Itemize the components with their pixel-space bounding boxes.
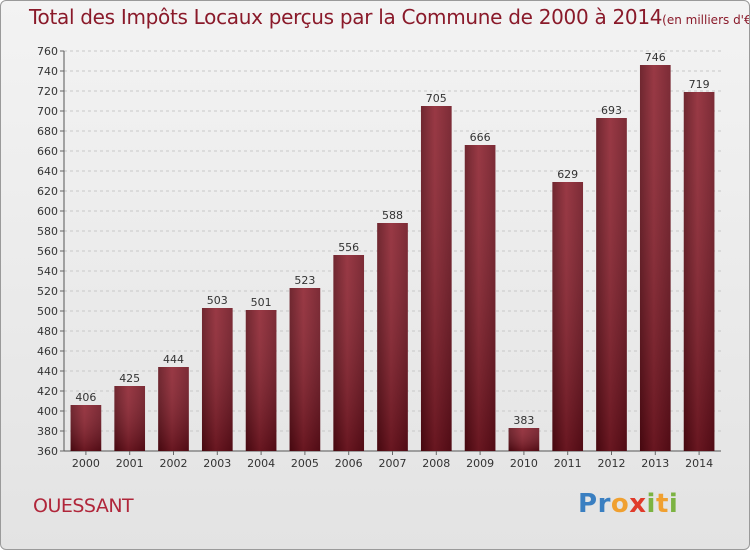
bar-shade: [552, 182, 584, 451]
bar-shade: [596, 118, 627, 451]
bar-shade: [158, 367, 189, 451]
logo-letter: r: [597, 489, 611, 519]
data-labels-layer: 406 425 444 503 501 523 556 588 705 666 383 629 693 7…: [75, 51, 709, 427]
bar-shade: [333, 255, 365, 451]
logo-letter: o: [610, 489, 630, 519]
x-tick-label: 2004: [247, 457, 275, 470]
proxiti-logo: Proxiti: [578, 489, 678, 519]
x-tick-label: 2005: [291, 457, 319, 470]
x-tick-label: 2001: [116, 457, 144, 470]
x-tick-label: 2013: [641, 457, 669, 470]
data-label: 666: [470, 131, 491, 144]
x-tick-label: 2012: [598, 457, 626, 470]
bar-shade: [114, 386, 146, 451]
bars-layer: [70, 65, 715, 451]
x-tick-label: 2003: [203, 457, 231, 470]
y-tick-label: 720: [37, 85, 58, 98]
y-tick-label: 700: [37, 105, 58, 118]
y-tick-label: 560: [37, 245, 58, 258]
y-tick-label: 360: [37, 445, 58, 458]
y-tick-label: 380: [37, 425, 58, 438]
data-label: 588: [382, 209, 403, 222]
y-tick-label: 540: [37, 265, 58, 278]
logo-letter: i: [646, 489, 656, 519]
chart-title-text: Total des Impôts Locaux perçus par la Co…: [29, 5, 663, 29]
x-tick-label: 2010: [510, 457, 538, 470]
y-axis-ticks: 360 380 400 420 440 460 480 500 520 540 560 580 600 6…: [37, 45, 64, 458]
bar-shade: [683, 92, 715, 451]
y-tick-label: 400: [37, 405, 58, 418]
data-label: 406: [75, 391, 96, 404]
y-tick-label: 500: [37, 305, 58, 318]
x-axis-ticks: 2000 2001 2002 2003 2004 2005 2006 2007 2008 2009…: [72, 451, 713, 470]
data-label: 444: [163, 353, 184, 366]
bar-shade: [289, 288, 321, 451]
y-tick-label: 640: [37, 165, 58, 178]
x-tick-label: 2008: [422, 457, 450, 470]
data-label: 746: [645, 51, 666, 64]
y-tick-label: 520: [37, 285, 58, 298]
chart-title-unit: (en milliers d'€): [662, 13, 750, 27]
y-tick-label: 440: [37, 365, 58, 378]
data-label: 719: [689, 78, 710, 91]
commune-name: OUESSANT: [33, 495, 134, 517]
x-tick-label: 2000: [72, 457, 100, 470]
logo-letter: i: [668, 489, 679, 519]
x-tick-label: 2011: [554, 457, 582, 470]
data-label: 705: [426, 92, 447, 105]
x-tick-label: 2007: [379, 457, 407, 470]
bar-shade: [464, 145, 496, 451]
y-tick-label: 420: [37, 385, 58, 398]
y-tick-label: 680: [37, 125, 58, 138]
y-tick-label: 580: [37, 225, 58, 238]
y-tick-label: 760: [37, 45, 58, 58]
y-tick-label: 740: [37, 65, 58, 78]
x-tick-label: 2006: [335, 457, 363, 470]
bar-shade: [508, 428, 540, 451]
logo-letter: x: [629, 489, 647, 519]
bar-shade: [70, 405, 102, 451]
logo-letter: t: [655, 489, 669, 519]
chart-title: Total des Impôts Locaux perçus par la Co…: [29, 5, 750, 29]
logo-letter: P: [578, 489, 598, 519]
data-label: 425: [119, 372, 140, 385]
bar-shade: [201, 308, 233, 451]
y-tick-label: 660: [37, 145, 58, 158]
x-tick-label: 2014: [685, 457, 713, 470]
data-label: 523: [294, 274, 315, 287]
x-tick-label: 2009: [466, 457, 494, 470]
data-label: 556: [338, 241, 359, 254]
data-label: 503: [207, 294, 228, 307]
bar-shade: [639, 65, 671, 451]
bar-shade: [420, 106, 452, 451]
y-tick-label: 620: [37, 185, 58, 198]
data-label: 693: [601, 104, 622, 117]
bar-shade: [377, 223, 408, 451]
data-label: 501: [251, 296, 272, 309]
x-tick-label: 2002: [160, 457, 188, 470]
data-label: 629: [557, 168, 578, 181]
y-tick-label: 480: [37, 325, 58, 338]
data-label: 383: [513, 414, 534, 427]
bar-shade: [245, 310, 277, 451]
y-tick-label: 600: [37, 205, 58, 218]
y-tick-label: 460: [37, 345, 58, 358]
